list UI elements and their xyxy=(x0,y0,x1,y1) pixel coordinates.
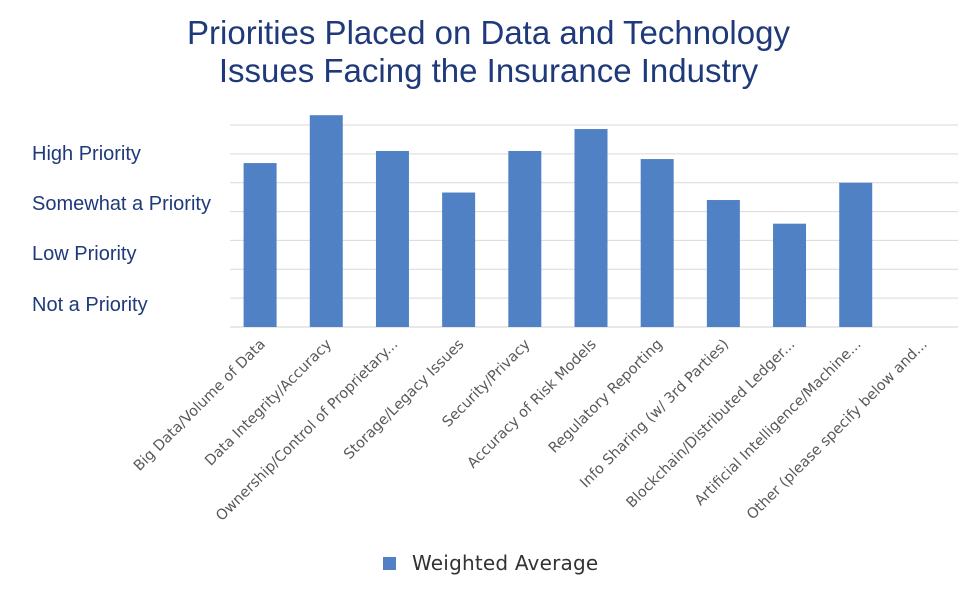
x-tick-label: Data Integrity/Accuracy xyxy=(202,336,335,469)
chart-title: Priorities Placed on Data and Technology… xyxy=(0,14,977,90)
x-tick-label: Regulatory Reporting xyxy=(546,337,666,457)
bar xyxy=(839,182,873,327)
x-tick-label: Big Data/Volume of Data xyxy=(131,337,269,475)
bar xyxy=(574,129,608,327)
y-label-high-priority: High Priority xyxy=(32,143,141,165)
bar xyxy=(309,115,343,327)
bar xyxy=(442,192,476,327)
chart-title-line-2: Issues Facing the Insurance Industry xyxy=(218,52,759,89)
bar xyxy=(640,159,674,327)
y-label-somewhat-a-priority: Somewhat a Priority xyxy=(32,193,211,215)
legend-swatch xyxy=(383,556,396,570)
bar xyxy=(773,223,807,327)
chart-title-line-1: Priorities Placed on Data and Technology xyxy=(187,14,790,51)
legend: Weighted Average xyxy=(383,551,598,575)
legend-label: Weighted Average xyxy=(412,551,599,575)
bar xyxy=(243,163,277,327)
bar xyxy=(508,150,542,327)
bar xyxy=(375,150,409,327)
x-tick-label: Storage/Legacy Issues xyxy=(341,337,467,463)
x-tick-label: Accuracy of Risk Models xyxy=(465,337,600,472)
y-label-not-a-priority: Not a Priority xyxy=(32,294,148,316)
bar xyxy=(706,200,740,327)
y-label-low-priority: Low Priority xyxy=(32,243,137,265)
